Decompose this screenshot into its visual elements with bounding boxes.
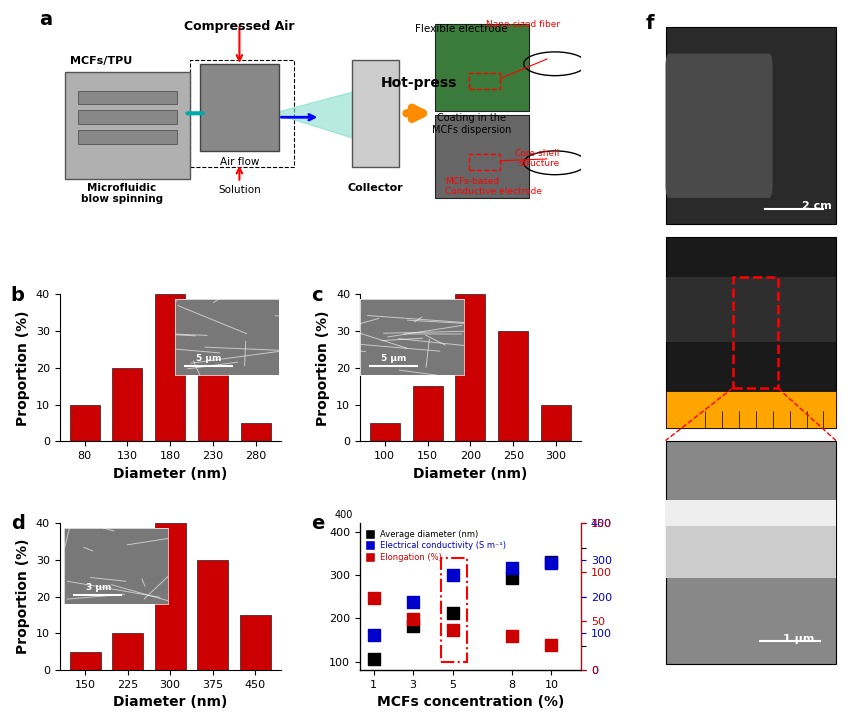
Text: d: d: [11, 515, 25, 533]
FancyBboxPatch shape: [77, 111, 177, 124]
X-axis label: Diameter (nm): Diameter (nm): [113, 695, 227, 709]
FancyBboxPatch shape: [666, 391, 836, 428]
Text: Flexible electrode: Flexible electrode: [415, 24, 507, 34]
Bar: [197, 560, 228, 670]
Bar: [498, 331, 528, 441]
Text: MCFs/TPU: MCFs/TPU: [70, 56, 133, 66]
FancyBboxPatch shape: [666, 277, 836, 342]
FancyBboxPatch shape: [352, 60, 399, 167]
Point: [545, 640, 558, 651]
FancyBboxPatch shape: [201, 63, 279, 151]
X-axis label: Diameter (nm): Diameter (nm): [413, 466, 528, 481]
Bar: [70, 404, 99, 441]
Point: [406, 620, 420, 632]
Text: f: f: [645, 14, 654, 34]
Text: Nano-sized fiber: Nano-sized fiber: [486, 20, 560, 29]
Bar: [240, 615, 270, 670]
Bar: [456, 294, 485, 441]
FancyBboxPatch shape: [435, 116, 529, 198]
FancyBboxPatch shape: [77, 91, 177, 104]
Point: [446, 607, 460, 618]
Bar: [112, 633, 143, 670]
Text: a: a: [38, 10, 52, 29]
Text: e: e: [311, 515, 325, 533]
Point: [505, 631, 518, 642]
Bar: [198, 349, 228, 441]
FancyBboxPatch shape: [666, 500, 836, 578]
Legend: Average diameter (nm), Electrical conductivity (S m⁻¹), Elongation (%): Average diameter (nm), Electrical conduc…: [364, 528, 508, 565]
Text: 400: 400: [335, 511, 353, 520]
Bar: [70, 652, 100, 670]
Bar: [241, 423, 270, 441]
Bar: [370, 423, 400, 441]
FancyBboxPatch shape: [666, 237, 836, 428]
Y-axis label: Proportion (%): Proportion (%): [316, 310, 331, 426]
Text: Core-shell
structure: Core-shell structure: [515, 149, 560, 168]
Text: Hot-press: Hot-press: [381, 76, 457, 90]
Point: [367, 629, 381, 640]
Text: 1 μm: 1 μm: [784, 634, 815, 644]
Text: Coating in the
MCFs dispersion: Coating in the MCFs dispersion: [432, 113, 511, 135]
Text: Solution: Solution: [218, 185, 261, 195]
FancyBboxPatch shape: [435, 24, 529, 111]
FancyBboxPatch shape: [65, 72, 190, 179]
Bar: [412, 386, 443, 441]
Y-axis label: Proportion (%): Proportion (%): [16, 539, 30, 655]
FancyBboxPatch shape: [666, 53, 773, 198]
Point: [545, 557, 558, 568]
Point: [545, 556, 558, 568]
Text: MCFs-based
Conductive electrode: MCFs-based Conductive electrode: [445, 177, 542, 197]
Point: [446, 625, 460, 636]
Point: [406, 596, 420, 607]
Bar: [156, 294, 185, 441]
Text: Collector: Collector: [347, 183, 403, 193]
Y-axis label: Proportion (%): Proportion (%): [16, 310, 30, 426]
X-axis label: Diameter (nm): Diameter (nm): [113, 466, 227, 481]
Bar: [541, 404, 571, 441]
FancyBboxPatch shape: [666, 441, 836, 664]
Text: c: c: [311, 285, 323, 304]
Point: [505, 563, 518, 574]
Bar: [155, 523, 185, 670]
X-axis label: MCFs concentration (%): MCFs concentration (%): [377, 695, 564, 709]
Point: [406, 614, 420, 625]
FancyBboxPatch shape: [77, 130, 177, 144]
FancyBboxPatch shape: [666, 27, 836, 224]
Point: [446, 569, 460, 580]
Text: Microfluidic
blow spinning: Microfluidic blow spinning: [81, 183, 163, 204]
Text: Compressed Air: Compressed Air: [184, 20, 295, 34]
Point: [367, 593, 381, 604]
Point: [367, 653, 381, 665]
Text: Air flow: Air flow: [220, 157, 259, 167]
Polygon shape: [274, 90, 362, 141]
Point: [505, 573, 518, 584]
Bar: [112, 368, 142, 441]
FancyBboxPatch shape: [666, 500, 836, 526]
Text: 2 cm: 2 cm: [802, 201, 831, 211]
Text: b: b: [11, 285, 25, 304]
